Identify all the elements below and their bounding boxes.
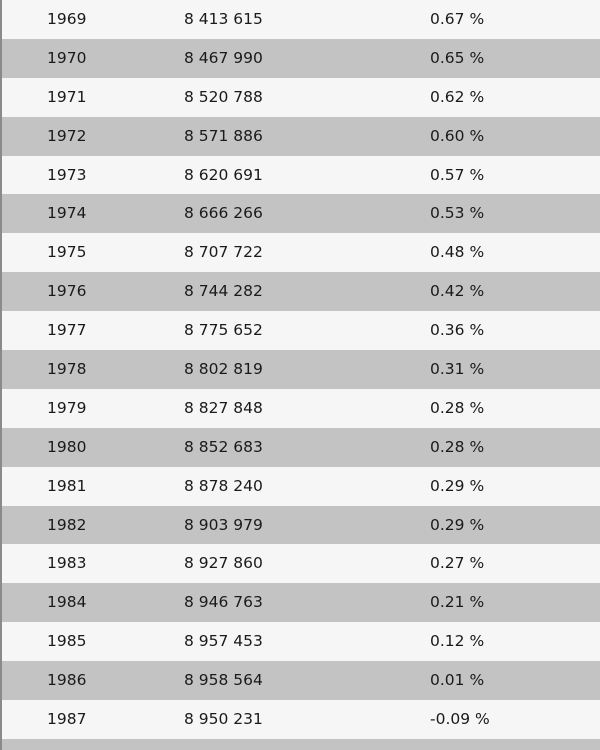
growth-rate-cell: 0.57 % [430,165,485,184]
growth-rate-cell: 0.36 % [430,321,485,340]
population-cell: 8 467 990 [184,48,263,67]
population-cell: 8 958 564 [184,671,263,690]
year-cell: 1982 [47,515,87,534]
population-cell: 8 852 683 [184,437,263,456]
table-row: 1983 8 927 860 0.27 % [2,544,600,584]
growth-rate-cell: 0.42 % [430,282,485,301]
table-row: 1986 8 958 564 0.01 % [2,661,600,701]
year-cell: 1973 [47,165,87,184]
table-row: 1981 8 878 240 0.29 % [2,466,600,506]
table-row: 1980 8 852 683 0.28 % [2,427,600,467]
growth-rate-cell: 0.28 % [430,437,485,456]
growth-rate-cell: -0.09 % [430,710,490,729]
growth-rate-cell: 0.28 % [430,398,485,417]
growth-rate-cell: 0.48 % [430,243,485,262]
year-cell: 1975 [47,243,87,262]
table-row: 1985 8 957 453 0.12 % [2,622,600,662]
population-cell: 8 620 691 [184,165,263,184]
population-cell: 8 413 615 [184,10,263,28]
growth-rate-cell: 0.29 % [430,476,485,495]
year-cell: 1978 [47,360,87,379]
table-row [2,738,600,750]
year-cell: 1981 [47,476,87,495]
table-row: 1971 8 520 788 0.62 % [2,77,600,117]
year-cell: 1971 [47,87,87,106]
table-row: 1987 8 950 231 -0.09 % [2,700,600,739]
population-cell: 8 827 848 [184,398,263,417]
population-cell: 8 903 979 [184,515,263,534]
population-cell: 8 802 819 [184,360,263,379]
growth-rate-cell: 0.27 % [430,554,485,573]
growth-rate-cell: 0.62 % [430,87,485,106]
year-cell: 1972 [47,126,87,145]
year-cell: 1979 [47,398,87,417]
population-cell: 8 775 652 [184,321,263,340]
growth-rate-cell: 0.01 % [430,671,485,690]
population-cell: 8 946 763 [184,593,263,612]
growth-rate-cell: 0.53 % [430,204,485,223]
table-row: 1979 8 827 848 0.28 % [2,388,600,428]
growth-rate-cell: 0.67 % [430,10,485,28]
table-row: 1974 8 666 266 0.53 % [2,194,600,234]
year-cell: 1970 [47,48,87,67]
table-row: 1972 8 571 886 0.60 % [2,116,600,156]
year-cell: 1977 [47,321,87,340]
year-cell: 1985 [47,632,87,651]
table-row: 1970 8 467 990 0.65 % [2,38,600,78]
population-cell: 8 957 453 [184,632,263,651]
population-cell: 8 927 860 [184,554,263,573]
population-cell: 8 571 886 [184,126,263,145]
growth-rate-cell: 0.21 % [430,593,485,612]
growth-rate-cell: 0.12 % [430,632,485,651]
population-cell: 8 950 231 [184,710,263,729]
table-row: 1984 8 946 763 0.21 % [2,583,600,623]
year-cell: 1974 [47,204,87,223]
year-cell: 1987 [47,710,87,729]
table-row: 1976 8 744 282 0.42 % [2,272,600,312]
growth-rate-cell: 0.31 % [430,360,485,379]
table-row: 1975 8 707 722 0.48 % [2,233,600,273]
table-row: 1973 8 620 691 0.57 % [2,155,600,195]
growth-rate-cell: 0.29 % [430,515,485,534]
year-cell: 1983 [47,554,87,573]
population-cell: 8 744 282 [184,282,263,301]
growth-rate-cell: 0.60 % [430,126,485,145]
year-cell: 1969 [47,10,87,28]
year-cell: 1980 [47,437,87,456]
table-row: 1978 8 802 819 0.31 % [2,350,600,389]
year-cell: 1976 [47,282,87,301]
population-cell: 8 878 240 [184,476,263,495]
growth-rate-cell: 0.65 % [430,48,485,67]
year-cell: 1986 [47,671,87,690]
table-row: 1982 8 903 979 0.29 % [2,505,600,545]
population-cell: 8 707 722 [184,243,263,262]
population-cell: 8 666 266 [184,204,263,223]
table-row: 1969 8 413 615 0.67 % [2,0,600,39]
population-cell: 8 520 788 [184,87,263,106]
table-row: 1977 8 775 652 0.36 % [2,311,600,351]
year-cell: 1984 [47,593,87,612]
